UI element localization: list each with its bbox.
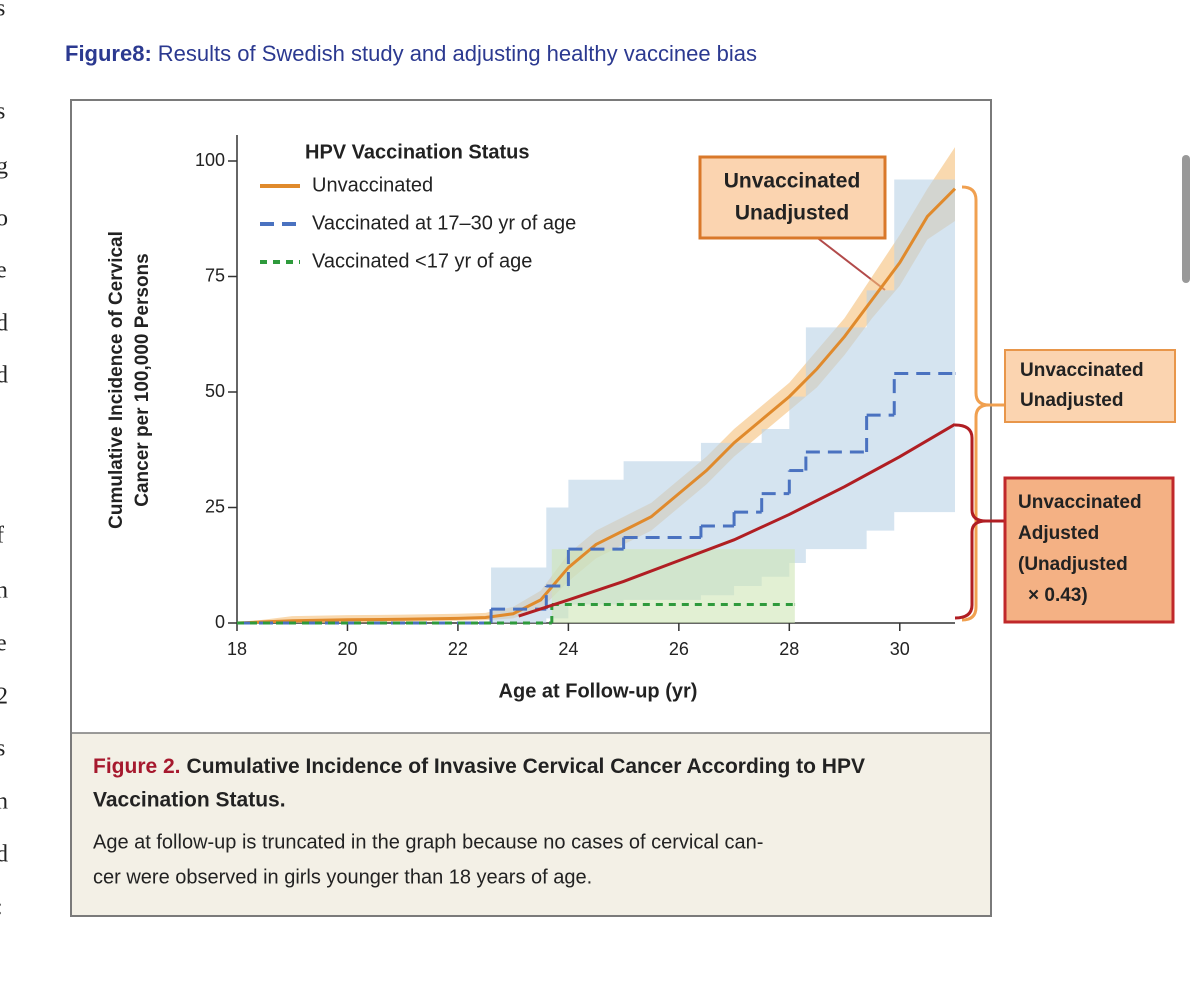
margin-text: 2 <box>0 684 8 710</box>
caption-body: Age at follow-up is truncated in the gra… <box>93 831 763 853</box>
annotation-box <box>1004 349 1176 423</box>
margin-text: n <box>0 578 8 604</box>
legend-title: HPV Vaccination Status <box>305 141 530 163</box>
annotation-text: Unadjusted <box>1020 390 1123 411</box>
confidence-band <box>237 549 795 623</box>
annotation-text: (Unadjusted <box>1018 554 1128 575</box>
y-tick-label: 75 <box>205 265 225 285</box>
annotation-box <box>698 155 887 240</box>
adjusted-line <box>518 423 956 618</box>
scrollbar[interactable] <box>1182 155 1190 283</box>
x-tick-label: 22 <box>448 639 468 659</box>
margin-text: s <box>0 99 5 125</box>
margin-text: e <box>0 258 7 284</box>
annotation-text: Unadjusted <box>735 202 849 225</box>
caption-title-line: Vaccination Status. <box>93 789 286 812</box>
x-tick-label: 18 <box>227 639 247 659</box>
x-tick-label: 30 <box>890 639 910 659</box>
margin-text: e <box>0 631 7 657</box>
margin-text: d <box>0 363 8 389</box>
figure-heading: Figure8: Results of Swedish study and adj… <box>65 41 757 66</box>
margin-text: s <box>0 736 5 762</box>
caption-background <box>72 733 990 915</box>
margin-text: o <box>0 206 8 232</box>
margin-text: f <box>0 523 4 549</box>
y-tick-label: 50 <box>205 381 225 401</box>
caption-title-line: Cumulative Incidence of Invasive Cervica… <box>187 755 865 778</box>
annotation-text: × 0.43) <box>1028 585 1088 606</box>
y-axis-title: Cumulative Incidence of Cervical <box>106 231 127 529</box>
x-tick-label: 24 <box>558 639 578 659</box>
bracket <box>961 185 1005 622</box>
annotation-text: Unvaccinated <box>724 170 861 193</box>
series-line <box>236 187 957 625</box>
margin-text: n <box>0 789 8 815</box>
margin-text: g <box>0 154 8 180</box>
bracket <box>954 423 1005 620</box>
y-tick-label: 25 <box>205 496 225 516</box>
confidence-band <box>237 179 955 624</box>
heading-text: Results of Swedish study and adjusting h… <box>158 41 757 66</box>
plot: 0 25 50 75 100 18 20 22 24 26 28 30 Unvaccinated Vacc… <box>195 135 1176 659</box>
x-tick-label: 26 <box>669 639 689 659</box>
legend-label: Vaccinated at 17–30 yr of age <box>312 212 576 234</box>
y-tick-label: 100 <box>195 150 225 170</box>
caption-body: cer were observed in girls younger than … <box>93 866 592 888</box>
x-tick-label: 28 <box>779 639 799 659</box>
annotation-text: Unvaccinated <box>1018 492 1142 513</box>
legend-label: Unvaccinated <box>312 174 433 196</box>
margin-text: d <box>0 311 8 337</box>
x-axis-title: Age at Follow-up (yr) <box>499 680 698 702</box>
margin-text: : <box>0 895 3 921</box>
x-tick-label: 20 <box>337 639 357 659</box>
heading-label: Figure8: <box>65 41 152 66</box>
caption-title: Figure 2. Cumulative Incidence of Invasiv… <box>93 755 865 778</box>
margin-text: s <box>0 0 5 22</box>
annotation-box <box>1003 476 1175 624</box>
annotation-text: Adjusted <box>1018 523 1099 544</box>
caption-label: Figure 2. <box>93 755 181 778</box>
legend-label: Vaccinated <17 yr of age <box>312 250 532 272</box>
annotation-text: Unvaccinated <box>1020 360 1144 381</box>
margin-text: d <box>0 842 8 868</box>
y-axis-title: Cancer per 100,000 Persons <box>132 253 153 507</box>
y-tick-label: 0 <box>215 612 225 632</box>
